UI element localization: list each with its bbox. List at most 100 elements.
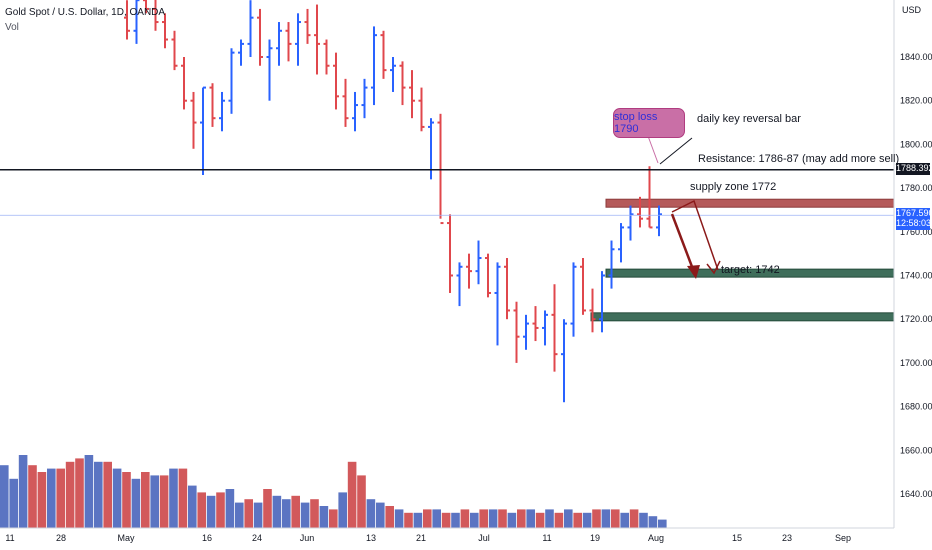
ohlc-bar <box>542 310 548 346</box>
volume-label: Vol <box>5 22 19 33</box>
ohlc-bar <box>551 284 558 372</box>
volume-bar <box>366 499 376 528</box>
volume-bar <box>65 461 75 528</box>
target-note: target: 1742 <box>721 264 780 276</box>
time-tick-label: 15 <box>732 533 742 543</box>
volume-bar <box>9 478 18 528</box>
ohlc-bar <box>466 253 472 289</box>
time-tick-label: 16 <box>202 533 212 543</box>
volume-bar <box>620 512 629 528</box>
volume-bar <box>197 492 206 528</box>
key-reversal-pointer <box>659 137 693 165</box>
ohlc-bar <box>589 288 596 333</box>
volume-bar <box>103 461 112 528</box>
current-price-value: 1767.590 <box>896 208 932 218</box>
volume-bar <box>479 509 488 528</box>
volume-bar <box>338 492 347 528</box>
countdown-timer: 12:58:03 <box>896 218 932 228</box>
ohlc-bar <box>656 205 662 237</box>
ohlc-bar <box>181 57 187 110</box>
volume-bar <box>658 519 667 528</box>
volume-bar <box>300 502 310 528</box>
key-reversal-note: daily key reversal bar <box>697 113 801 125</box>
time-tick-label: Jul <box>478 533 490 543</box>
volume-bar <box>141 472 150 528</box>
ohlc-bar <box>570 262 577 337</box>
volume-bar <box>629 509 639 528</box>
volume-bar <box>178 468 188 528</box>
ohlc-bar <box>504 258 510 320</box>
volume-bar <box>272 495 282 528</box>
volume-bar <box>423 509 432 528</box>
ohlc-bar <box>247 0 254 57</box>
ohlc-bar <box>399 61 406 106</box>
price-tick-label: 1820.000 <box>900 96 932 106</box>
volume-bar <box>526 509 535 528</box>
volume-bar <box>329 509 338 528</box>
volume-bar <box>592 509 601 528</box>
volume-bar <box>470 512 479 528</box>
time-tick-label: May <box>117 533 135 543</box>
ohlc-bar <box>333 52 339 110</box>
volume-bar <box>611 509 620 528</box>
ohlc-bar <box>618 223 624 263</box>
ohlc-bar <box>200 86 206 175</box>
volume-bar <box>263 489 272 528</box>
volume-bar <box>159 475 169 528</box>
volume-bar <box>75 458 84 528</box>
volume-bar <box>291 495 300 528</box>
volume-bar <box>432 509 441 528</box>
price-tick-label: 1740.000 <box>900 271 932 281</box>
volume-layer <box>0 455 667 528</box>
time-tick-label: 21 <box>416 533 426 543</box>
price-tick-label: 1720.000 <box>900 314 932 324</box>
price-tick-label: 1840.000 <box>900 52 932 62</box>
time-tick-label: 28 <box>56 533 66 543</box>
volume-bar <box>413 512 423 528</box>
time-tick-label: Sep <box>835 533 851 543</box>
ohlc-bar <box>437 113 444 225</box>
ohlc-bar <box>646 166 653 229</box>
time-tick-label: 11 <box>542 533 551 543</box>
target-arrow-shaft <box>670 213 696 273</box>
volume-bar <box>488 509 498 528</box>
ohlc-bar <box>171 30 178 71</box>
resistance-note: Resistance: 1786-87 (may add more sell) <box>698 153 900 165</box>
chart-title: Gold Spot / U.S. Dollar, 1D, OANDA <box>5 7 166 18</box>
ohlc-bar <box>447 214 453 293</box>
ohlc-bar <box>361 78 368 119</box>
volume-bar <box>122 472 131 528</box>
ohlc-bar <box>342 78 349 127</box>
volume-bar <box>441 512 451 528</box>
volume-bar <box>319 506 329 528</box>
volume-bar <box>253 502 263 528</box>
supply-zone-note: supply zone 1772 <box>690 181 777 193</box>
volume-bar <box>648 516 658 528</box>
volume-bar <box>601 509 611 528</box>
volume-bar <box>244 499 253 528</box>
time-tick-label: 13 <box>366 533 376 543</box>
lower-zone-band <box>590 312 895 322</box>
ohlc-bar <box>485 253 491 298</box>
ohlc-bar <box>133 0 140 44</box>
volume-bar <box>188 485 197 528</box>
ohlc-bar <box>380 30 387 79</box>
volume-bar <box>56 468 65 528</box>
ohlc-bar <box>475 240 482 285</box>
volume-bar <box>282 499 291 528</box>
volume-bar <box>310 499 319 528</box>
ohlc-bar <box>371 26 377 106</box>
volume-bar <box>18 455 28 528</box>
volume-bar <box>507 512 517 528</box>
volume-bar <box>112 468 122 528</box>
ohlc-bar <box>276 22 282 66</box>
stop-loss-callout[interactable]: stop loss 1790 <box>613 108 685 138</box>
volume-bar <box>404 512 413 528</box>
volume-bar <box>535 512 545 528</box>
volume-bar <box>357 475 366 528</box>
volume-bar <box>347 461 357 528</box>
ohlc-bar <box>162 13 168 49</box>
ohlc-bar <box>323 39 330 75</box>
ohlc-bar <box>561 319 567 403</box>
